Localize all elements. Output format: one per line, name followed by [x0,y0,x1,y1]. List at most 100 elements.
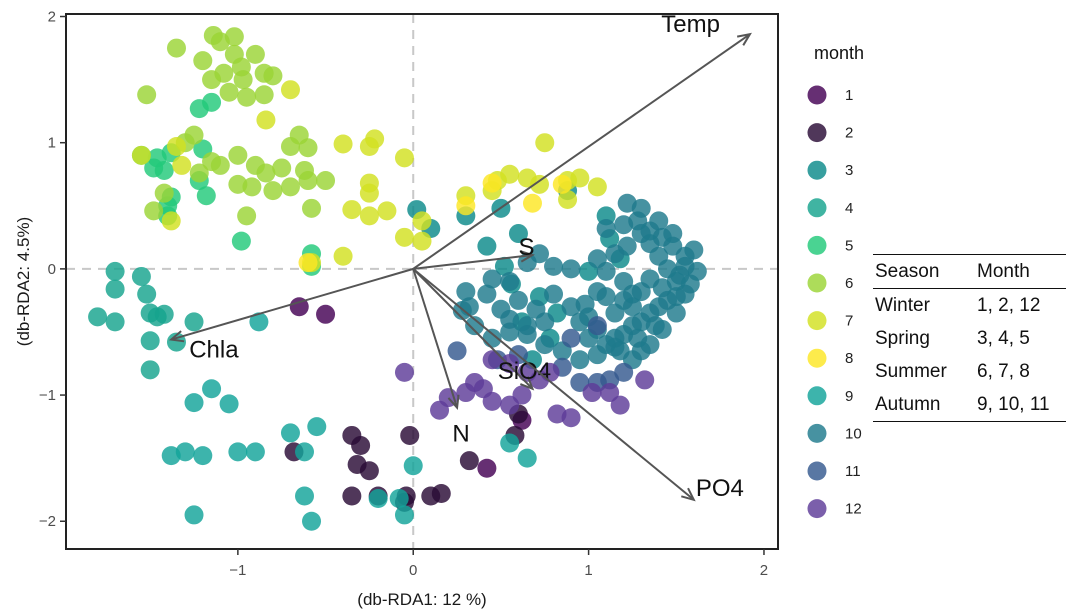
data-point [359,461,379,481]
data-point [202,92,222,112]
vector-label-chla: Chla [189,337,239,364]
data-point [628,328,648,348]
data-point [228,145,248,165]
legend-key [807,461,827,481]
data-point [280,423,300,443]
data-point [582,383,602,403]
x-tick-label: 1 [584,562,592,579]
data-point [219,82,239,102]
data-point [154,304,174,324]
data-point [477,236,497,256]
data-point [394,362,414,382]
data-point [675,246,695,266]
data-point [494,256,514,276]
data-point [105,261,125,281]
data-point [256,110,276,130]
data-point [184,125,204,145]
data-point [500,272,520,291]
data-point [342,200,362,220]
data-point [272,158,292,178]
data-point [477,284,497,304]
season-header: Season [875,261,940,282]
data-point [184,312,204,332]
data-point [394,505,414,525]
legend-key [807,348,827,368]
data-point [617,193,637,213]
arrowhead-chla [168,330,185,343]
vector-po4 [412,268,695,501]
data-point [131,145,151,165]
data-point [289,297,309,317]
data-point [359,136,379,156]
data-point [302,511,322,531]
month-cell: 9, 10, 11 [977,394,1050,415]
data-point [184,393,204,413]
arrowhead-s [519,250,535,263]
data-point [196,186,216,206]
data-point [242,177,262,197]
arrowhead-temp [736,32,752,46]
season-cell: Spring [875,328,930,349]
data-point [512,385,532,405]
legend-key [807,386,827,406]
x-tick-label: −1 [229,562,246,579]
data-point [570,312,590,332]
data-point [500,322,520,342]
data-point [172,155,192,175]
legend-label: 10 [845,425,862,442]
data-point [263,66,283,86]
data-point [552,174,572,194]
data-point [316,171,336,191]
legend-key [807,160,827,180]
data-point [137,85,157,105]
points-layer [88,25,707,531]
season-cell: Summer [875,361,947,382]
data-point [456,282,476,302]
data-point [649,211,669,231]
season-cell: Winter [875,295,930,316]
vector-sio4 [412,268,534,390]
data-point [233,70,253,90]
data-point [298,253,318,273]
y-tick-label: −1 [39,387,56,404]
legend-key [807,499,827,519]
plot-frame [65,13,779,550]
data-point [508,224,528,244]
data-point [596,287,616,307]
data-point [237,206,257,226]
table-row: Winter 1, 2, 12 [873,289,1066,323]
data-point [456,196,476,216]
data-point [263,181,283,201]
data-point [245,44,265,64]
data-point [333,246,353,266]
legend-key [807,311,827,331]
data-point [575,294,595,314]
data-point [412,231,432,251]
series-month-1 [289,297,532,478]
data-point [403,456,423,476]
data-point [587,316,607,336]
y-tick-label: −2 [39,513,56,530]
series-month-12 [394,350,655,428]
data-point [596,219,616,239]
legend-title: month [814,43,864,63]
data-point [666,287,686,307]
data-point [529,174,549,194]
y-tick-label: 2 [48,9,56,26]
season-table-header-row: Season Month [873,254,1066,289]
data-point [377,201,397,221]
data-point [605,303,625,323]
data-point [526,299,546,319]
data-point [254,85,274,105]
data-point [140,360,160,380]
vector-temp [412,33,751,270]
vector-label-po4: PO4 [696,475,744,502]
legend-label: 2 [845,125,853,142]
vector-label-sio4: SiO4 [498,358,551,385]
arrowhead-po4 [681,487,696,502]
legend-label: 9 [845,388,853,405]
data-point [359,206,379,226]
data-point [617,236,637,256]
data-point [368,489,388,509]
